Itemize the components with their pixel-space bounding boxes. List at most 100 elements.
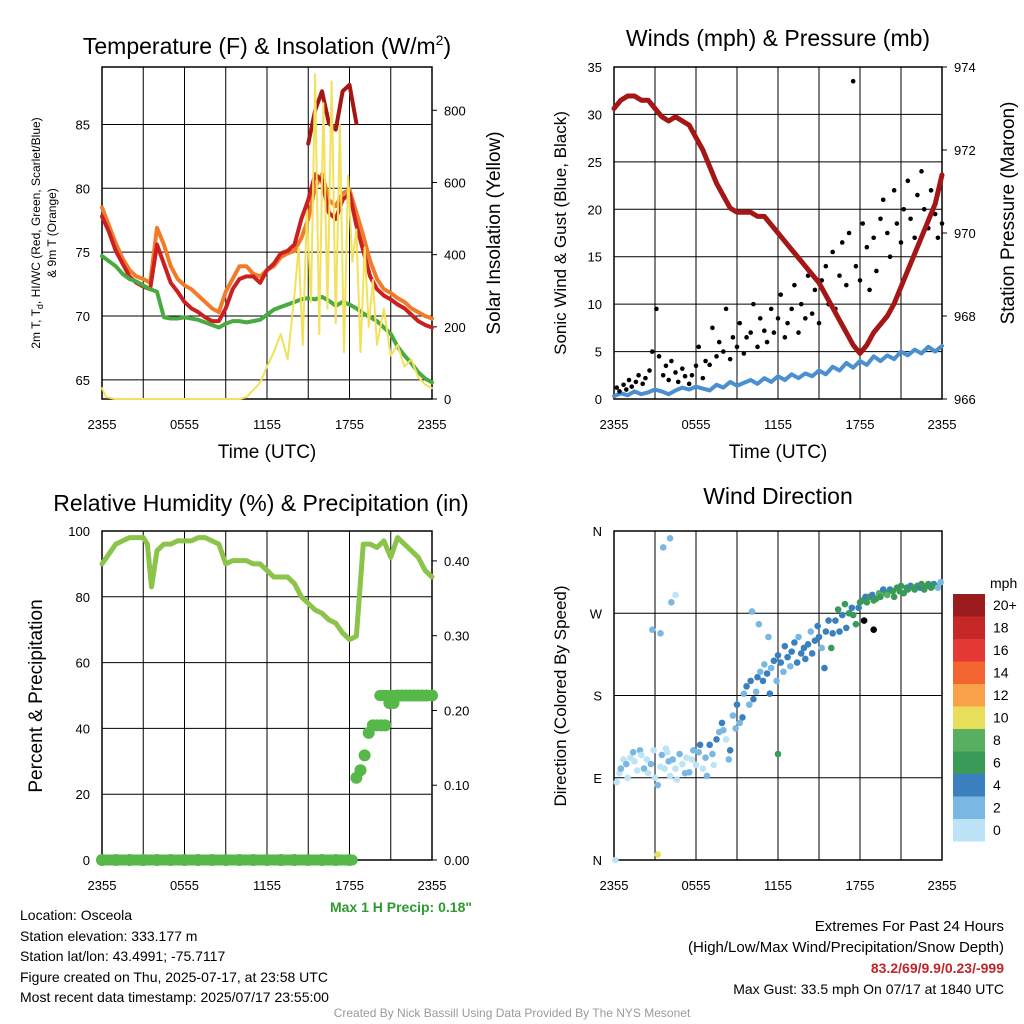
x-tick-label: 2355 bbox=[928, 878, 957, 893]
x-tick-label: 1755 bbox=[846, 878, 875, 893]
gust-point bbox=[723, 306, 729, 312]
gust-point bbox=[912, 235, 917, 241]
gust-point bbox=[617, 389, 622, 394]
direction-point bbox=[720, 726, 727, 734]
gust-point bbox=[816, 320, 822, 326]
direction-point bbox=[739, 714, 746, 721]
y-axis-label: Sonic Wind & Gust (Blue, Black) bbox=[551, 111, 570, 355]
y2-tick-label: 974 bbox=[954, 60, 976, 75]
direction-point bbox=[683, 754, 690, 761]
direction-point bbox=[664, 748, 671, 756]
precip-point bbox=[354, 764, 367, 777]
gust-point bbox=[669, 358, 674, 364]
gust-point bbox=[850, 78, 856, 84]
gust-point bbox=[614, 385, 620, 390]
direction-point bbox=[631, 758, 638, 765]
extremes-values: 83.2/69/9.9/0.23/-999 bbox=[870, 960, 1004, 976]
direction-point bbox=[780, 668, 787, 676]
y-tick-label: 75 bbox=[76, 245, 90, 260]
gust-point bbox=[837, 273, 842, 278]
gust-point bbox=[898, 240, 904, 245]
extremes-heading: Extremes For Past 24 Hours bbox=[814, 918, 1004, 935]
direction-point bbox=[640, 765, 648, 772]
station-latlon: Station lat/lon: 43.4991; -75.7117 bbox=[20, 948, 226, 964]
legend-label: 0 bbox=[993, 822, 1001, 838]
y-tick-label: 0 bbox=[595, 392, 602, 407]
y2-axis-label: Solar Insolation (Yellow) bbox=[484, 131, 505, 334]
direction-point bbox=[668, 598, 675, 606]
legend-label: 18 bbox=[993, 620, 1009, 636]
gust-point bbox=[785, 320, 790, 326]
gust-point bbox=[809, 311, 815, 316]
direction-point bbox=[828, 644, 835, 652]
y-tick-label: 65 bbox=[76, 373, 90, 388]
direction-point bbox=[818, 644, 826, 652]
direction-point bbox=[822, 628, 830, 635]
gust-point bbox=[649, 349, 655, 354]
plot-frame bbox=[101, 66, 433, 400]
direction-point bbox=[863, 598, 871, 606]
y2-tick-label: 966 bbox=[954, 392, 976, 407]
direction-point bbox=[740, 690, 748, 697]
x-tick-label: 2355 bbox=[600, 417, 629, 432]
extremes-panel: Extremes For Past 24 Hours (High/Low/Max… bbox=[688, 917, 1004, 999]
gust-point bbox=[700, 375, 706, 381]
direction-point bbox=[807, 628, 815, 635]
y-tick-label: 100 bbox=[68, 524, 90, 539]
gust-point bbox=[710, 325, 715, 331]
gust-point bbox=[839, 240, 845, 245]
direction-point bbox=[710, 761, 718, 769]
direction-point bbox=[754, 673, 761, 681]
direction-point bbox=[774, 651, 782, 659]
direction-point bbox=[644, 769, 652, 777]
direction-point bbox=[841, 600, 849, 608]
legend-swatch bbox=[953, 594, 985, 617]
legend-label: 8 bbox=[993, 732, 1001, 748]
temp-2m-line bbox=[100, 172, 434, 330]
direction-point bbox=[788, 648, 795, 655]
direction-point bbox=[766, 690, 774, 697]
legend-label: 6 bbox=[993, 755, 1001, 771]
direction-point bbox=[654, 781, 662, 789]
legend-swatch bbox=[953, 796, 985, 819]
x-tick-label: 2355 bbox=[928, 417, 957, 432]
direction-point bbox=[713, 736, 720, 743]
gust-point bbox=[762, 328, 767, 334]
y-tick-label: N bbox=[593, 853, 602, 868]
direction-point bbox=[849, 611, 857, 619]
direction-point bbox=[815, 633, 823, 641]
direction-point bbox=[821, 664, 828, 672]
y-axis-label-2: & 9m T (Orange) bbox=[45, 188, 59, 278]
legend-label: 12 bbox=[993, 687, 1009, 703]
direction-point bbox=[658, 751, 666, 759]
y2-tick-label: 800 bbox=[444, 103, 466, 118]
direction-point bbox=[623, 760, 630, 768]
direction-point bbox=[834, 606, 842, 613]
direction-point bbox=[689, 747, 697, 754]
max-precip-annotation: Max 1 H Precip: 0.18" bbox=[330, 899, 472, 915]
direction-point bbox=[877, 593, 884, 601]
y-tick-label: 20 bbox=[588, 202, 602, 217]
direction-point bbox=[770, 657, 778, 665]
gust-point bbox=[778, 292, 784, 297]
gust-point bbox=[796, 330, 801, 335]
direction-point bbox=[643, 756, 651, 763]
direction-point bbox=[759, 677, 767, 685]
gust-point bbox=[737, 320, 743, 326]
direction-point bbox=[736, 719, 744, 727]
x-tick-label: 0555 bbox=[170, 417, 199, 432]
y-axis-label: Percent & Precipitation bbox=[26, 599, 47, 792]
direction-point bbox=[672, 765, 679, 772]
direction-point bbox=[897, 582, 905, 590]
legend-swatch bbox=[953, 684, 985, 707]
gust-point bbox=[915, 192, 920, 198]
precip-point bbox=[358, 749, 371, 762]
gust-point bbox=[707, 362, 712, 368]
gust-point bbox=[757, 316, 763, 321]
y-tick-label: 15 bbox=[588, 250, 602, 265]
direction-point bbox=[808, 650, 816, 657]
y2-tick-label: 0.40 bbox=[444, 554, 469, 569]
gust-point bbox=[853, 263, 859, 269]
y2-tick-label: 0.20 bbox=[444, 703, 469, 718]
direction-point bbox=[651, 774, 659, 782]
